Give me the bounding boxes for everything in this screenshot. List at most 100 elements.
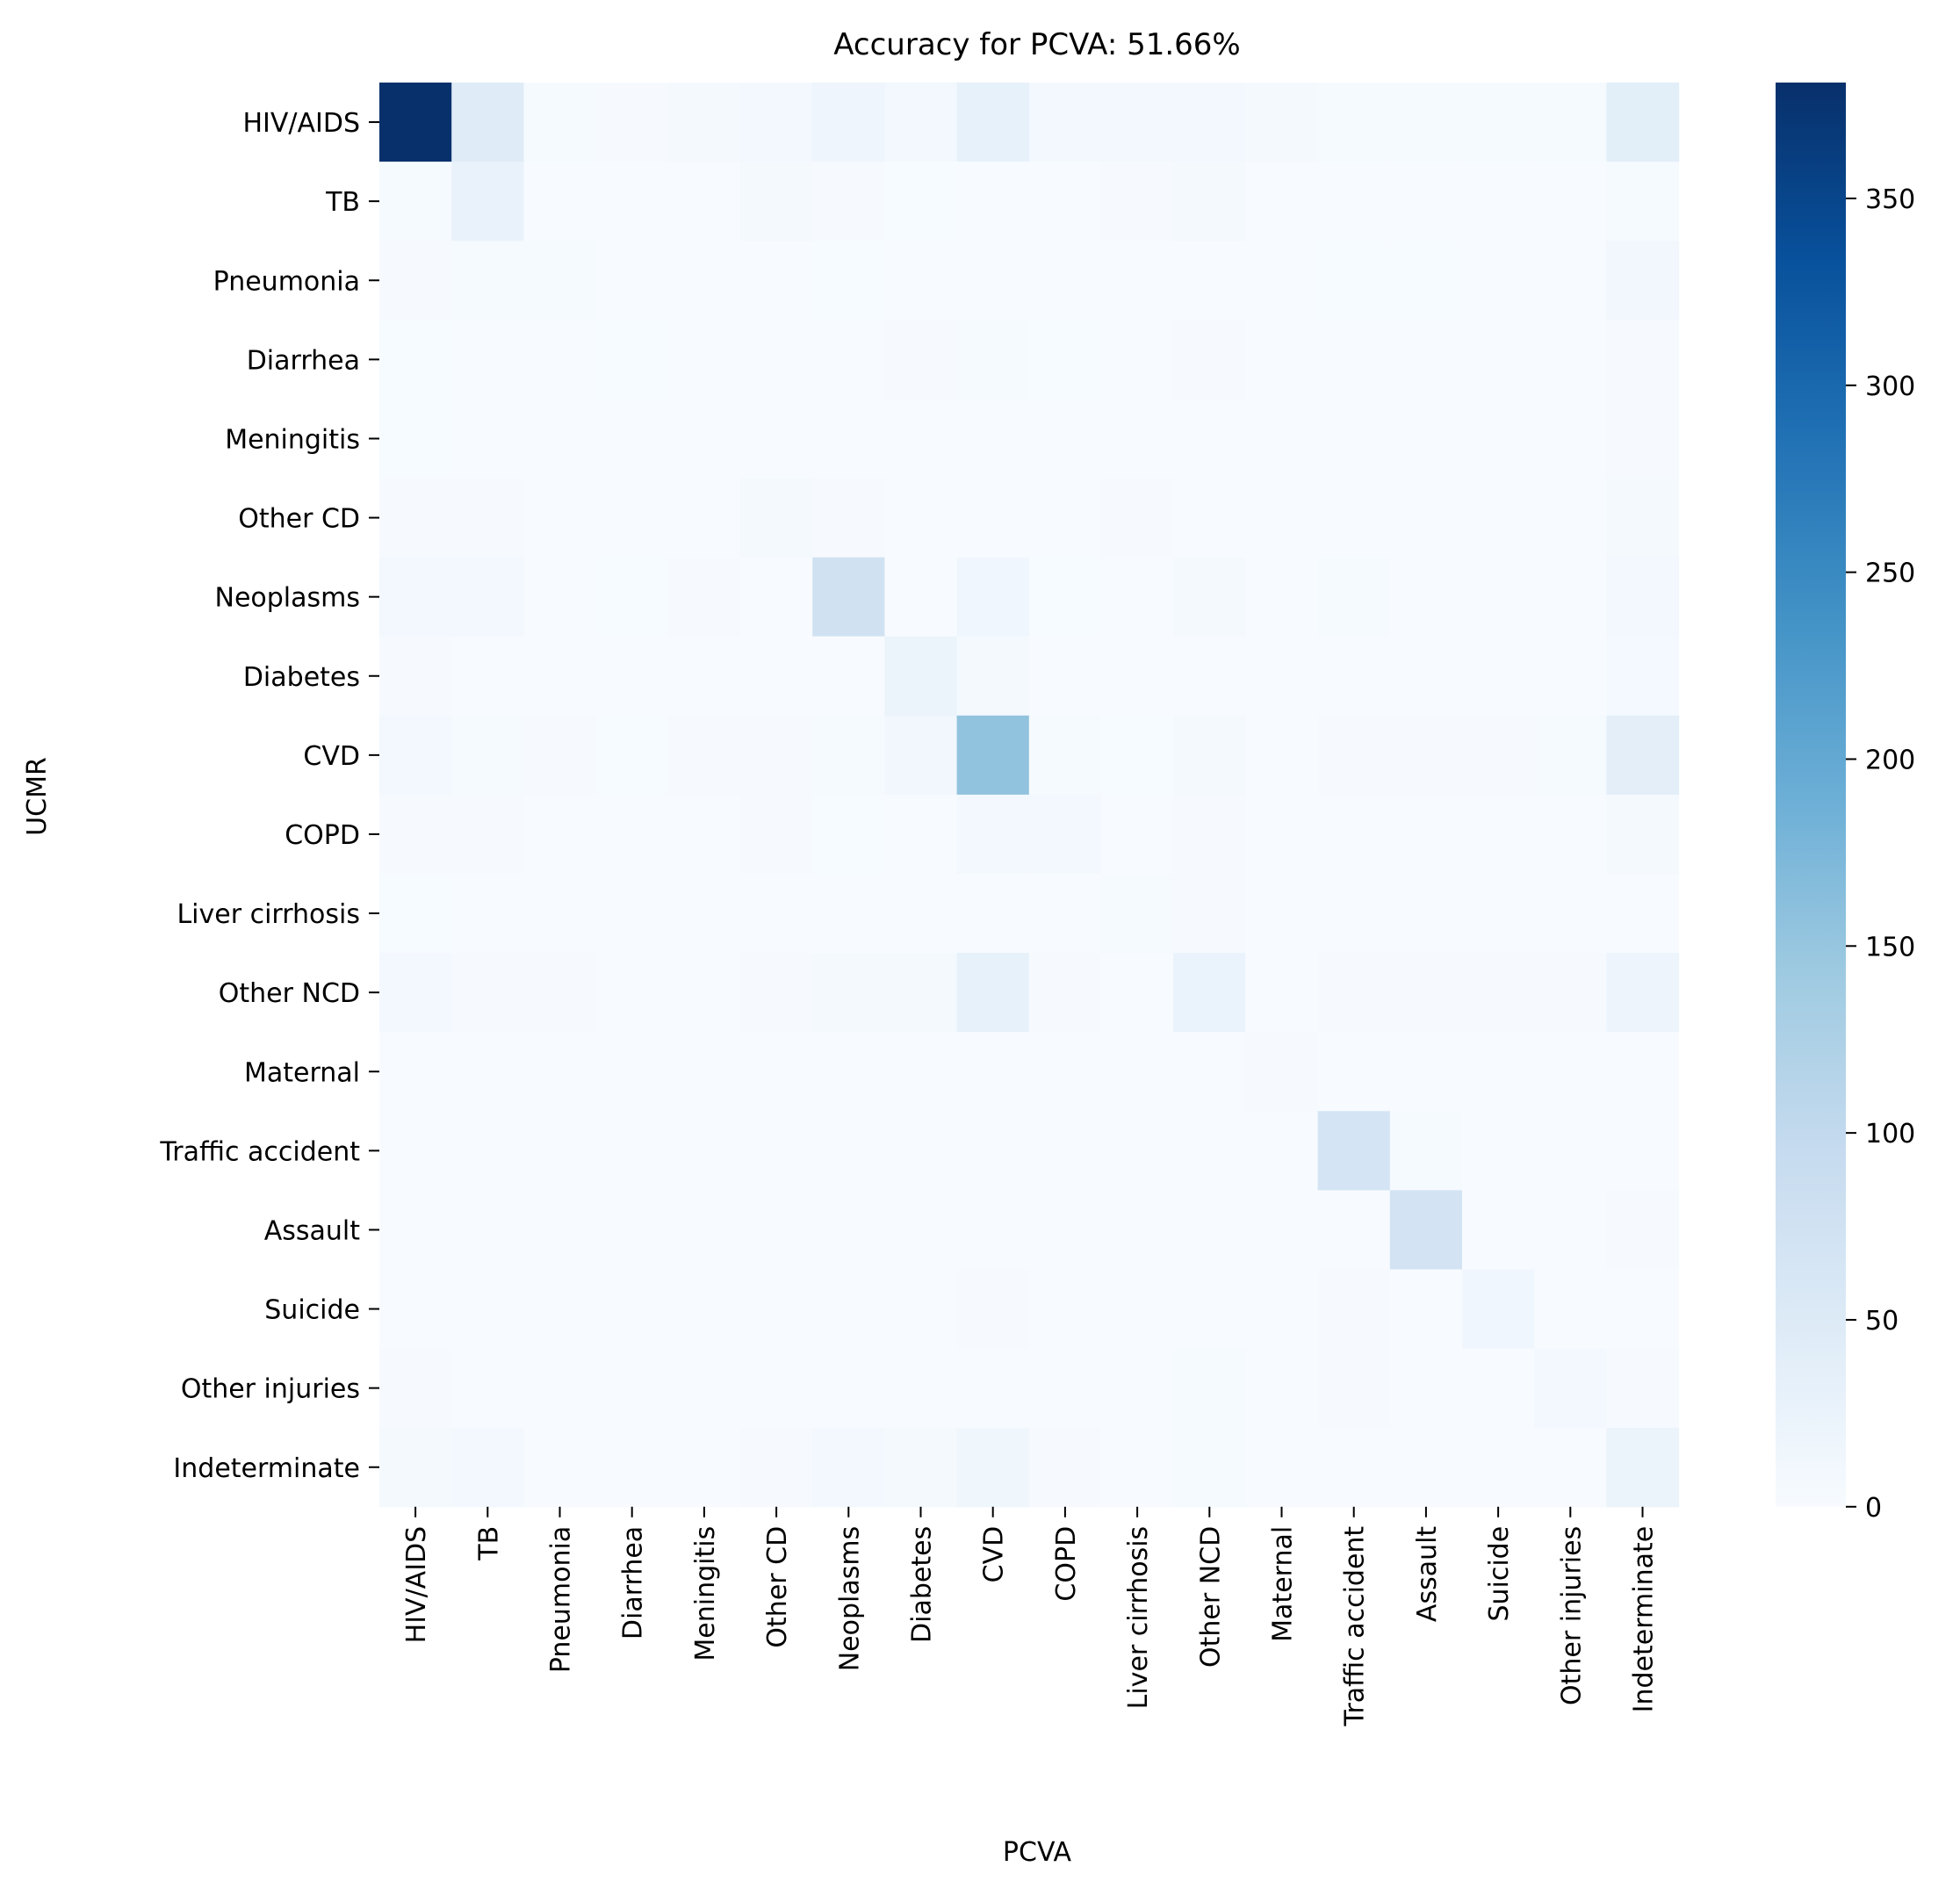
- heatmap-cell: [1101, 557, 1174, 638]
- heatmap-cell: [1317, 1111, 1391, 1191]
- heatmap-cell: [523, 241, 597, 321]
- heatmap-cell: [1245, 1190, 1319, 1271]
- heatmap-cell: [812, 478, 885, 559]
- heatmap-cell: [884, 1190, 958, 1271]
- heatmap-cell: [1245, 1348, 1319, 1429]
- heatmap-cell: [1606, 83, 1680, 162]
- heatmap-cell: [1462, 953, 1535, 1033]
- heatmap-cell: [379, 715, 452, 796]
- colorbar-gradient: [1776, 83, 1846, 1507]
- heatmap-cell: [1317, 794, 1391, 875]
- heatmap-cell: [595, 874, 669, 954]
- heatmap-cell: [379, 636, 452, 717]
- heatmap-cell: [1534, 1348, 1607, 1429]
- x-tick-label: Other injuries: [1556, 1526, 1587, 1705]
- heatmap-cell: [1173, 1111, 1246, 1191]
- heatmap-cell: [1534, 715, 1607, 796]
- heatmap-cell: [740, 83, 813, 162]
- heatmap-cell: [1606, 715, 1680, 796]
- heatmap-cell: [1245, 241, 1319, 321]
- heatmap-cell: [667, 1269, 741, 1350]
- heatmap-cell: [884, 636, 958, 717]
- heatmap-cell: [523, 1111, 597, 1191]
- heatmap-cell: [740, 953, 813, 1033]
- heatmap-cell: [379, 794, 452, 875]
- heatmap-cell: [523, 478, 597, 559]
- y-tick-label: HIV/AIDS: [242, 108, 360, 139]
- heatmap-cell: [884, 1269, 958, 1350]
- heatmap-cell: [1462, 636, 1535, 717]
- y-tick-label: TB: [325, 187, 360, 218]
- heatmap-cell: [740, 557, 813, 638]
- heatmap-cell: [1101, 1190, 1174, 1271]
- heatmap-cell: [595, 1427, 669, 1508]
- heatmap-cell: [884, 874, 958, 954]
- heatmap-cell: [956, 241, 1030, 321]
- heatmap-cell: [812, 794, 885, 875]
- heatmap-cell: [451, 399, 524, 479]
- y-axis-label: UCMR: [22, 757, 53, 836]
- colorbar: 0 50 100 150 200 250 300 350: [1776, 83, 1915, 1524]
- heatmap-cell: [740, 478, 813, 559]
- heatmap-cell: [1389, 953, 1463, 1033]
- heatmap-cell: [740, 1427, 813, 1508]
- heatmap-cell: [379, 399, 452, 479]
- heatmap-cell: [1606, 636, 1680, 717]
- heatmap-cell: [1245, 1032, 1319, 1112]
- heatmap-cell: [1389, 1111, 1463, 1191]
- heatmap-cell: [812, 320, 885, 400]
- heatmap-cell: [1245, 320, 1319, 400]
- y-tick-label: COPD: [285, 820, 360, 851]
- heatmap-cell: [379, 1427, 452, 1508]
- colorbar-tick-label: 150: [1865, 932, 1915, 962]
- heatmap-cell: [1317, 874, 1391, 954]
- heatmap-cell: [1245, 399, 1319, 479]
- y-tick-label: Assault: [264, 1215, 361, 1246]
- heatmap-cell: [1101, 1348, 1174, 1429]
- heatmap-cell: [1173, 715, 1246, 796]
- heatmap-cell: [379, 1190, 452, 1271]
- heatmap-cell: [1606, 874, 1680, 954]
- heatmap-cell: [1606, 794, 1680, 875]
- heatmap-cell: [1245, 557, 1319, 638]
- heatmap-cell: [1173, 953, 1246, 1033]
- heatmap-cell: [667, 320, 741, 400]
- heatmap-cell: [451, 636, 524, 717]
- heatmap-cell: [523, 715, 597, 796]
- heatmap-cell: [884, 162, 958, 241]
- y-tick-label: Suicide: [264, 1295, 360, 1326]
- x-tick-label: CVD: [979, 1526, 1010, 1583]
- heatmap-cell: [1462, 874, 1535, 954]
- x-tick-label: Assault: [1412, 1526, 1443, 1623]
- heatmap-cell: [812, 1111, 885, 1191]
- heatmap-cell: [451, 1111, 524, 1191]
- heatmap-cell: [1245, 636, 1319, 717]
- heatmap-cell: [595, 1111, 669, 1191]
- heatmap-cell: [379, 953, 452, 1033]
- heatmap-cell: [667, 1190, 741, 1271]
- heatmap-cell: [451, 478, 524, 559]
- heatmap-cell: [1534, 83, 1607, 162]
- heatmap-cell: [740, 1190, 813, 1271]
- heatmap-cell: [740, 1111, 813, 1191]
- heatmap-cell: [1245, 162, 1319, 241]
- heatmap-cell: [812, 874, 885, 954]
- heatmap-cell: [884, 399, 958, 479]
- heatmap-cell: [1101, 874, 1174, 954]
- heatmap-cell: [812, 1032, 885, 1112]
- heatmap-cell: [667, 399, 741, 479]
- heatmap-cell: [595, 794, 669, 875]
- heatmap-cell: [956, 715, 1030, 796]
- heatmap-cell: [379, 1111, 452, 1191]
- heatmap-cell: [595, 83, 669, 162]
- heatmap-cell: [812, 1190, 885, 1271]
- heatmap-cell: [740, 874, 813, 954]
- heatmap-cell: [956, 1269, 1030, 1350]
- heatmap-cell: [667, 478, 741, 559]
- colorbar-tick-label: 0: [1865, 1493, 1882, 1524]
- heatmap-cell: [740, 636, 813, 717]
- heatmap-cell: [1173, 1269, 1246, 1350]
- heatmap-cell: [1317, 241, 1391, 321]
- heatmap-cell: [1245, 83, 1319, 162]
- heatmap-cell: [1101, 241, 1174, 321]
